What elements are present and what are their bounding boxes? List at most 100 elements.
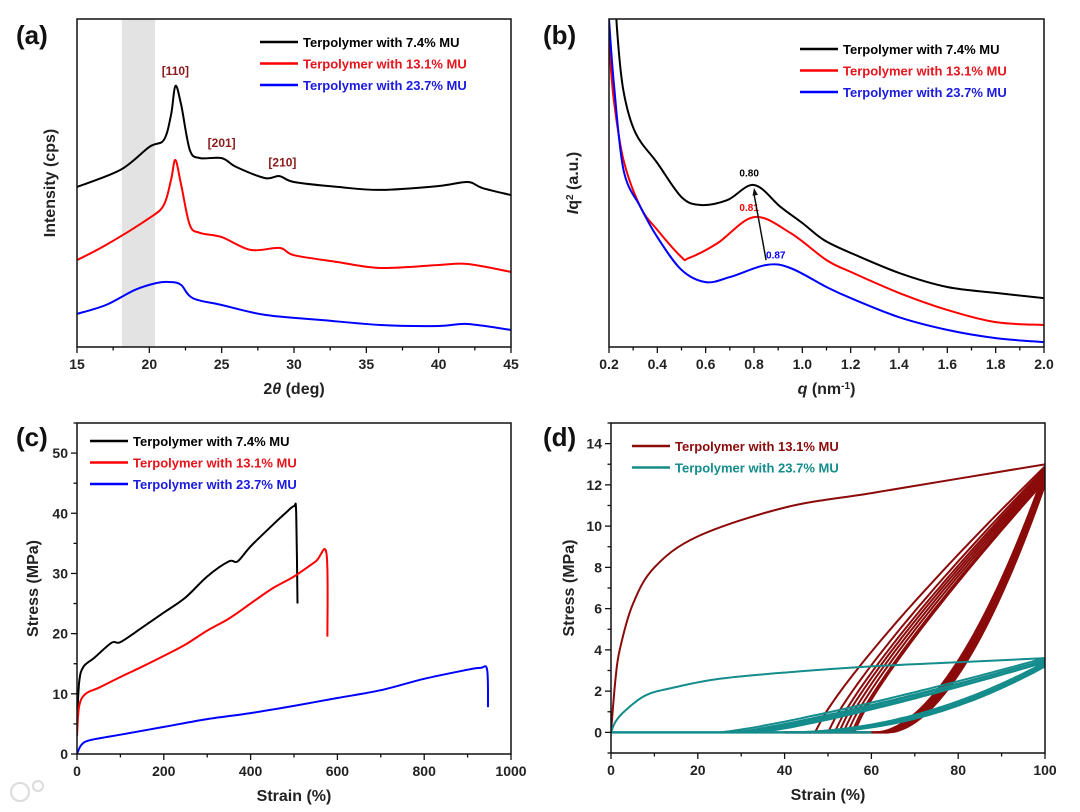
- y-tick-label: 8: [594, 559, 602, 575]
- axis-label-part: q: [798, 381, 808, 398]
- x-tick-label: 0.4: [648, 356, 668, 372]
- y-tick-label: 50: [52, 445, 68, 461]
- axis-label-part: q: [565, 200, 582, 210]
- series-line: [77, 665, 490, 754]
- legend-item: Terpolymer with 23.7% MU: [260, 78, 467, 93]
- series-2: [77, 665, 490, 754]
- x-tick-label: 200: [152, 763, 176, 779]
- panel-letter: (d): [543, 422, 576, 452]
- y-tick-label: 12: [586, 477, 602, 493]
- legend-item: Terpolymer with 13.1% MU: [90, 456, 297, 471]
- axis-label-part: -1: [841, 381, 850, 392]
- x-tick-label: 0.2: [599, 356, 619, 372]
- legend-item: Terpolymer with 13.1% MU: [260, 57, 467, 72]
- axis-label-part: ): [850, 381, 855, 398]
- x-tick-label: 20: [142, 356, 158, 372]
- reload-curve: [850, 478, 1045, 733]
- x-tick-label: 1.2: [841, 356, 861, 372]
- y-tick-label: 14: [586, 436, 602, 452]
- reload-curve: [719, 657, 1045, 734]
- x-tick-label: 1.8: [986, 356, 1006, 372]
- panel-letter: (b): [543, 20, 576, 50]
- series-line: [77, 158, 511, 273]
- series-line: [615, 19, 1044, 300]
- y-tick-label: 4: [594, 642, 602, 658]
- x-tick-label: 1.0: [793, 356, 813, 372]
- axis-label-part: 2: [565, 194, 576, 200]
- legend-item: Terpolymer with 13.1% MU: [800, 64, 1007, 79]
- series-line: [609, 19, 1044, 344]
- y-axis-label: Stress (MPa): [561, 540, 578, 637]
- legend-item: Terpolymer with 23.7% MU: [90, 477, 297, 492]
- reload-curve: [827, 467, 1045, 733]
- x-tick-label: 1.6: [938, 356, 958, 372]
- axis-label-part: θ: [272, 381, 281, 398]
- legend-label: Terpolymer with 13.1% MU: [303, 57, 467, 72]
- legend-label: Terpolymer with 7.4% MU: [303, 35, 460, 50]
- series-0: [615, 19, 1044, 300]
- reload-curve: [833, 469, 1045, 733]
- y-tick-label: 10: [586, 518, 602, 534]
- x-tick-label: 15: [69, 356, 85, 372]
- arrow-head-icon: [752, 187, 758, 196]
- x-axis-label: Strain (%): [257, 788, 332, 805]
- axis-label-part: (deg): [281, 381, 325, 398]
- axis-label-part: (a.u.): [565, 152, 582, 195]
- legend-label: Terpolymer with 13.1% MU: [675, 439, 839, 454]
- axis-label-part: Strain (%): [257, 788, 332, 805]
- legend-item: Terpolymer with 23.7% MU: [800, 85, 1007, 100]
- peak-annotation: 0.81: [739, 203, 759, 214]
- y-axis-label: Intensity (cps): [42, 129, 59, 237]
- legend-label: Terpolymer with 13.1% MU: [843, 64, 1007, 79]
- y-tick-label: 40: [52, 505, 68, 521]
- first-loading-curve: [611, 657, 1045, 733]
- x-tick-label: 0: [73, 763, 81, 779]
- legend: Terpolymer with 7.4% MU Terpolymer with 1…: [260, 35, 467, 93]
- legend-label: Terpolymer with 23.7% MU: [675, 461, 839, 476]
- legend-item: Terpolymer with 13.1% MU: [632, 439, 839, 454]
- y-tick-label: 30: [52, 565, 68, 581]
- series-line: [77, 502, 299, 724]
- watermark-logo: [10, 780, 44, 802]
- legend: Terpolymer with 7.4% MU Terpolymer with 1…: [800, 42, 1007, 100]
- x-tick-label: 25: [214, 356, 230, 372]
- reload-curve: [814, 465, 1045, 733]
- axis-label-part: (nm: [807, 381, 841, 398]
- legend-item: Terpolymer with 23.7% MU: [632, 461, 839, 476]
- plot-area: [77, 19, 511, 347]
- legend-label: Terpolymer with 7.4% MU: [133, 434, 290, 449]
- legend-item: Terpolymer with 7.4% MU: [260, 35, 460, 50]
- plot-area: [77, 502, 490, 754]
- x-tick-label: 40: [777, 762, 793, 778]
- peak-annotation: [210]: [268, 156, 296, 170]
- y-tick-label: 0: [60, 746, 68, 762]
- panel-b: (b) 0.80 0.81 0.87 0.2 0.4 0.6 0.8 1.0 1.2 1.4 1.6 1…: [543, 18, 1054, 398]
- series-line: [609, 42, 1044, 326]
- x-tick-label: 800: [413, 763, 437, 779]
- plot-area: [609, 19, 1044, 344]
- x-axis-label: Strain (%): [791, 787, 866, 804]
- panel-c: (c) 0 200 400 600 800 1000 0 10 20 30 40 50 Strain (%…: [16, 422, 527, 805]
- panel-letter: (a): [16, 20, 48, 50]
- legend: Terpolymer with 7.4% MU Terpolymer with 1…: [90, 434, 297, 492]
- y-axis-label: Iq2 (a.u.): [565, 152, 583, 214]
- legend-label: Terpolymer with 13.1% MU: [133, 456, 297, 471]
- legend-item: Terpolymer with 7.4% MU: [90, 434, 290, 449]
- x-tick-label: 20: [690, 762, 706, 778]
- peak-annotation: 0.80: [739, 168, 759, 179]
- reload-curve: [741, 659, 1045, 734]
- series-2: [77, 280, 511, 331]
- series-0: [77, 502, 299, 724]
- peak-annotation: [201]: [208, 136, 236, 150]
- legend-label: Terpolymer with 23.7% MU: [133, 477, 297, 492]
- axis-label-part: I: [565, 209, 582, 214]
- series-2: [609, 19, 1044, 344]
- series-1: [77, 548, 329, 736]
- reload-curve: [842, 473, 1045, 733]
- x-tick-label: 30: [286, 356, 302, 372]
- axis-label-part: Strain (%): [791, 787, 866, 804]
- first-loading-curve: [611, 463, 1045, 733]
- x-tick-label: 600: [326, 763, 350, 779]
- x-tick-label: 1000: [495, 763, 526, 779]
